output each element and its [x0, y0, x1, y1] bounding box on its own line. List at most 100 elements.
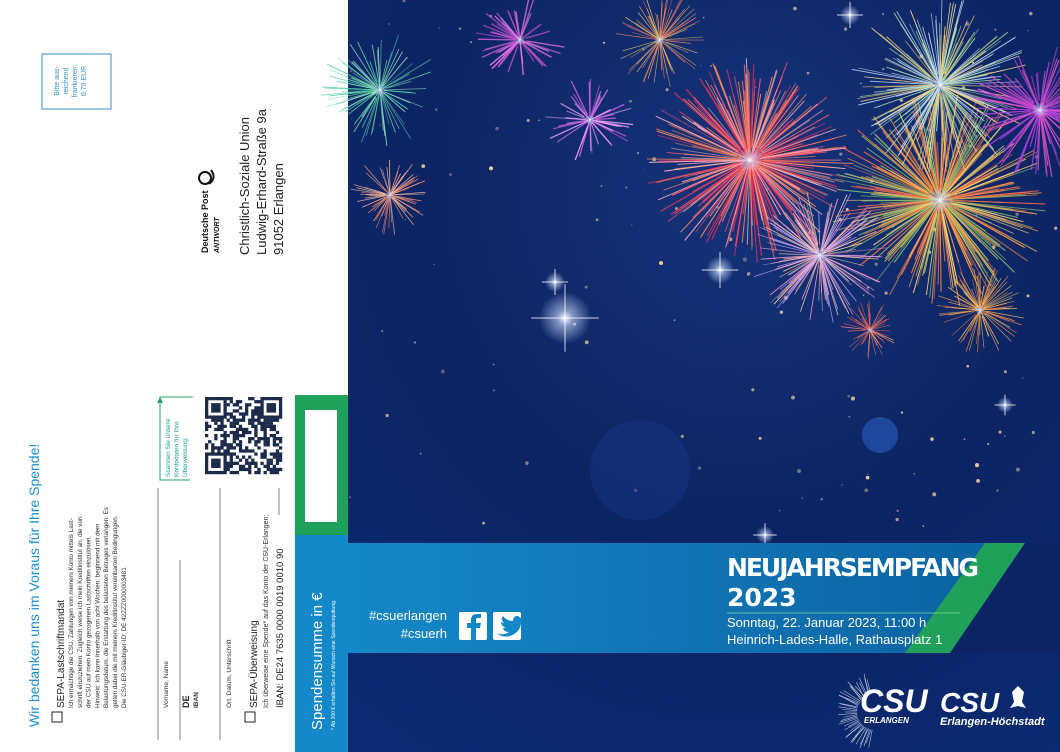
spark	[692, 168, 742, 219]
star	[584, 340, 589, 345]
star	[1004, 435, 1006, 437]
spark	[942, 205, 974, 266]
burst-core	[926, 186, 954, 214]
star	[625, 186, 628, 189]
spark	[821, 265, 830, 295]
qr-cell	[223, 415, 227, 419]
star	[675, 207, 678, 210]
star	[633, 488, 638, 493]
spark	[985, 311, 1022, 326]
star	[850, 396, 855, 401]
spark	[1041, 109, 1060, 112]
spark	[385, 71, 431, 89]
spark	[868, 300, 871, 327]
spark	[868, 333, 871, 360]
star	[470, 41, 473, 44]
sum-field[interactable]	[305, 410, 337, 522]
spark	[871, 304, 885, 328]
spark	[990, 75, 1038, 109]
spark	[356, 187, 385, 195]
spark	[338, 91, 376, 113]
spark	[589, 125, 593, 154]
spark	[820, 254, 870, 281]
spark	[939, 202, 942, 292]
mandate-text: Hinweis: Ich kann innerhalb von acht Woc…	[94, 524, 101, 708]
spark	[937, 212, 941, 285]
qr-cell	[229, 455, 233, 459]
spark	[692, 163, 744, 193]
qr-cell	[217, 464, 221, 469]
qr-cell	[260, 403, 264, 407]
spark	[944, 93, 970, 143]
star	[435, 108, 438, 111]
spark	[646, 158, 736, 161]
qr-cell	[266, 418, 270, 422]
spark	[379, 167, 391, 195]
ray	[858, 677, 868, 696]
qr-cell	[211, 418, 215, 422]
qr-cell	[226, 461, 230, 465]
spark	[1002, 114, 1037, 153]
spark	[943, 125, 1003, 196]
spark	[949, 47, 981, 77]
spark	[394, 179, 415, 193]
spark	[594, 113, 615, 120]
logo-sub: ERLANGEN	[864, 716, 909, 725]
qr-cell	[217, 470, 221, 475]
spark	[752, 170, 770, 232]
bokeh	[862, 417, 898, 453]
spark	[874, 87, 933, 109]
qr-cell	[214, 409, 218, 413]
spark	[905, 40, 935, 79]
spark	[381, 196, 391, 233]
spark	[741, 166, 750, 243]
spark	[944, 208, 992, 287]
firework	[615, 0, 705, 88]
spark	[950, 202, 1024, 223]
checkbox[interactable]	[244, 711, 256, 723]
spark	[762, 122, 826, 155]
spark	[716, 97, 744, 148]
spark	[944, 20, 968, 75]
spark	[636, 18, 657, 38]
spark	[749, 164, 753, 251]
spark	[725, 167, 749, 248]
spark	[383, 59, 432, 89]
spark	[824, 264, 846, 309]
spark	[860, 302, 871, 330]
star	[492, 389, 495, 392]
qr-cell	[254, 418, 258, 422]
spark	[379, 48, 400, 91]
qr-cell	[257, 409, 261, 413]
spark	[874, 85, 929, 93]
spark	[951, 182, 1015, 198]
qr-cell	[223, 437, 227, 441]
spark	[818, 211, 821, 245]
qr-cell	[211, 443, 215, 447]
spark	[872, 323, 886, 330]
spark	[792, 212, 817, 250]
spark	[392, 197, 406, 213]
checkbox[interactable]	[51, 711, 63, 723]
spark	[922, 88, 940, 170]
spark	[1037, 112, 1041, 171]
qr-cell	[266, 397, 270, 401]
spark	[942, 93, 965, 171]
spark	[821, 214, 847, 252]
spark	[522, 40, 552, 58]
spark	[724, 170, 747, 232]
spark	[345, 91, 378, 113]
spark	[353, 96, 377, 133]
spark	[948, 204, 1025, 248]
qr-cell	[223, 424, 227, 428]
spark	[370, 96, 380, 136]
star	[438, 27, 440, 29]
qr-cell	[208, 452, 212, 456]
spark	[392, 196, 420, 213]
spark	[939, 1, 955, 85]
spark	[674, 142, 742, 159]
spark	[753, 161, 835, 208]
qr-cell	[248, 464, 252, 469]
thanks: Wir bedanken uns im Voraus für Ihre Spen…	[26, 444, 42, 727]
spark	[742, 100, 750, 153]
